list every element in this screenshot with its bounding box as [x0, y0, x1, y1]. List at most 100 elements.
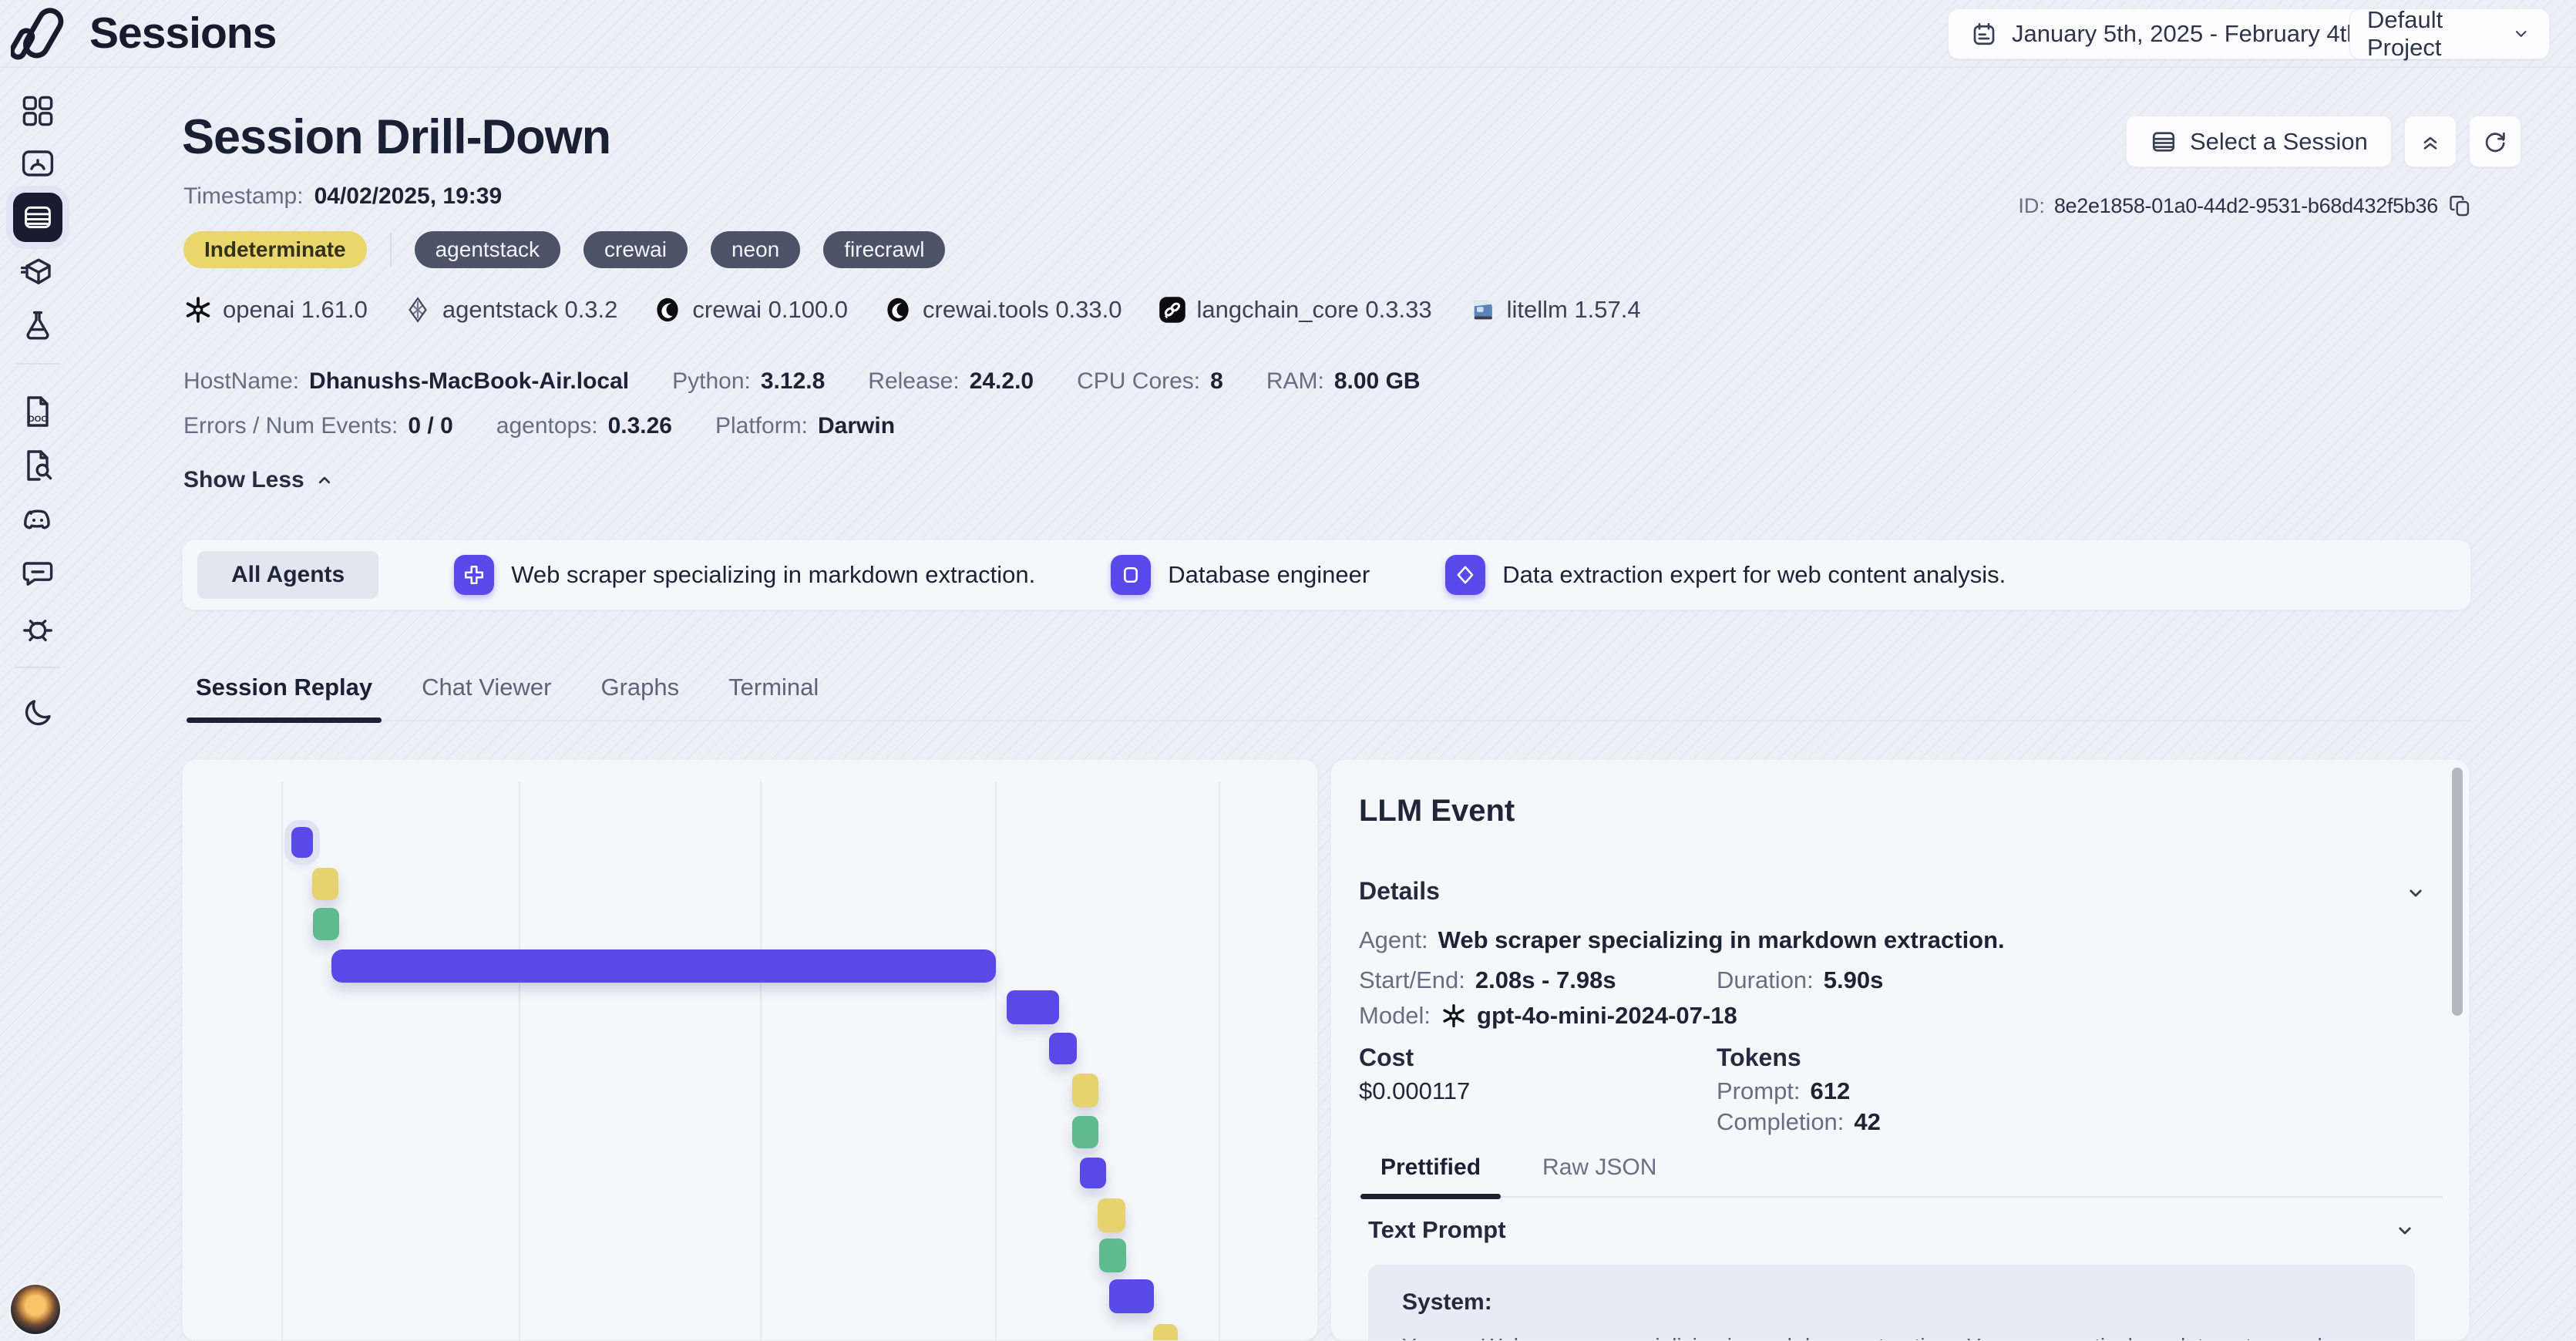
tag-divider	[389, 233, 392, 267]
package-item: litellm 1.57.4	[1468, 295, 1641, 324]
sidebar-item-packages[interactable]	[19, 253, 56, 290]
host-kv: Python: 3.12.8	[672, 368, 826, 394]
session-replay-chart	[182, 759, 1318, 1341]
sidebar-divider	[15, 363, 60, 365]
dashboard-grid-icon	[22, 96, 53, 126]
chat-icon	[22, 562, 53, 586]
replay-event-bar[interactable]	[1049, 1033, 1077, 1064]
collapse-button[interactable]	[2403, 116, 2457, 167]
chevron-down-icon	[2516, 31, 2527, 37]
panel-scrollbar[interactable]	[2452, 768, 2463, 1016]
agents-bar: All Agents Web scraper specializing in m…	[182, 539, 2471, 610]
replay-event-bar[interactable]	[1153, 1324, 1178, 1340]
select-session-button[interactable]: Select a Session	[2126, 116, 2392, 167]
project-select[interactable]: Default Project	[2349, 6, 2550, 61]
sidebar-item-logs[interactable]	[19, 447, 56, 484]
top-bar: Sessions January 5th, 2025 - February 4t…	[0, 0, 2576, 68]
tag-pill[interactable]: crewai	[583, 231, 688, 268]
agent-label: Data extraction expert for web content a…	[1502, 561, 2006, 588]
tag-pill[interactable]: agentstack	[414, 231, 561, 268]
gauge-icon	[22, 150, 54, 176]
duration-label: Duration:	[1717, 966, 1814, 993]
package-text: openai 1.61.0	[223, 296, 368, 323]
copy-id-button[interactable]	[2447, 193, 2473, 219]
agent-filter-item[interactable]: Data extraction expert for web content a…	[1445, 555, 2006, 595]
sidebar-item-discord[interactable]	[19, 502, 56, 539]
text-prompt-collapse-chevron-icon[interactable]	[2393, 1219, 2416, 1242]
package-text: langchain_core 0.3.33	[1196, 296, 1432, 323]
prompt-tokens-value: 612	[1810, 1077, 1851, 1104]
calendar-icon	[1973, 22, 1995, 45]
replay-event-bar[interactable]	[1072, 1116, 1098, 1148]
refresh-button[interactable]	[2468, 116, 2521, 167]
replay-event-bar[interactable]	[1099, 1238, 1126, 1272]
timestamp-value: 04/02/2025, 19:39	[314, 183, 503, 209]
details-collapse-chevron-icon[interactable]	[2404, 882, 2427, 905]
sidebar-item-dashboard[interactable]	[19, 92, 56, 129]
sidebar-divider	[15, 667, 60, 668]
system-label: System:	[1402, 1289, 1492, 1315]
package-icon	[20, 258, 51, 284]
agent-filter-item[interactable]: Database engineer	[1111, 555, 1370, 595]
dark-mode-toggle[interactable]	[19, 694, 56, 731]
tab-graphs[interactable]: Graphs	[600, 674, 680, 701]
sidebar-item-docs[interactable]: DOC	[19, 393, 56, 430]
doc-file-icon: DOC	[27, 396, 49, 427]
package-text: crewai 0.100.0	[692, 296, 849, 323]
sidebar-item-overview[interactable]	[19, 145, 56, 182]
tag-pill[interactable]: neon	[710, 231, 801, 268]
view-tab-prettified[interactable]: Prettified	[1360, 1154, 1502, 1199]
tab-terminal[interactable]: Terminal	[728, 674, 819, 701]
replay-event-bar[interactable]	[1098, 1198, 1125, 1232]
start-end-label: Start/End:	[1359, 966, 1465, 993]
session-id-label: ID:	[2018, 193, 2045, 217]
package-row: openai 1.61.0 agentstack 0.3.2 crewai 0.10…	[183, 295, 1641, 324]
model-value: gpt-4o-mini-2024-07-18	[1477, 1002, 1737, 1029]
prompt-tokens-row: Prompt: 612	[1717, 1077, 1850, 1105]
host-kv: HostName: Dhanushs-MacBook-Air.local	[183, 368, 630, 394]
replay-event-bar[interactable]	[313, 908, 339, 940]
completion-tokens-label: Completion:	[1717, 1108, 1845, 1135]
replay-event-bar[interactable]	[331, 949, 996, 983]
host-kv: Platform: Darwin	[715, 413, 896, 439]
show-less-toggle[interactable]: Show Less	[183, 467, 335, 493]
bug-icon	[23, 620, 52, 642]
system-prompt-box: System: You are Web scraper specializing…	[1368, 1265, 2415, 1340]
agent-row: Agent: Web scraper specializing in markd…	[1359, 926, 2005, 954]
sidebar-item-sessions[interactable]	[13, 193, 62, 242]
replay-event-bar[interactable]	[1109, 1279, 1154, 1313]
crewai-icon	[653, 295, 682, 324]
sidebar-item-bug-report[interactable]	[19, 610, 56, 647]
sidebar-item-evals[interactable]	[19, 307, 56, 344]
completion-tokens-row: Completion: 42	[1717, 1108, 1881, 1136]
grid-line	[1219, 781, 1220, 1340]
langchain-icon	[1158, 295, 1187, 324]
tab-chat-viewer[interactable]: Chat Viewer	[422, 674, 552, 701]
replay-event-bar[interactable]	[291, 827, 313, 858]
agentstack-icon	[403, 295, 432, 324]
replay-event-bar[interactable]	[1080, 1158, 1106, 1188]
host-kv: RAM: 8.00 GB	[1266, 368, 1421, 394]
tag-pill[interactable]: firecrawl	[823, 231, 946, 268]
host-kv: Release: 24.2.0	[868, 368, 1034, 394]
all-agents-button[interactable]: All Agents	[197, 551, 379, 599]
start-end-row: Start/End: 2.08s - 7.98s	[1359, 966, 1616, 994]
grid-line	[281, 781, 283, 1340]
host-kv: Errors / Num Events: 0 / 0	[183, 413, 453, 439]
replay-event-bar[interactable]	[312, 868, 338, 900]
replay-event-bar[interactable]	[1007, 990, 1059, 1024]
copy-icon	[2450, 196, 2470, 217]
package-item: crewai.tools 0.33.0	[883, 295, 1122, 324]
svg-text:DOC: DOC	[29, 415, 48, 424]
duration-row: Duration: 5.90s	[1717, 966, 1883, 994]
agent-filter-item[interactable]: Web scraper specializing in markdown ext…	[454, 555, 1035, 595]
model-label: Model:	[1359, 1002, 1431, 1029]
agent-value: Web scraper specializing in markdown ext…	[1438, 926, 2005, 953]
sidebar-item-feedback[interactable]	[19, 555, 56, 592]
tab-session-replay[interactable]: Session Replay	[186, 674, 382, 723]
view-tab-raw-json[interactable]: Raw JSON	[1542, 1154, 1657, 1180]
replay-event-bar[interactable]	[1072, 1074, 1098, 1107]
package-text: agentstack 0.3.2	[442, 296, 618, 323]
status-badge: Indeterminate	[183, 231, 367, 268]
user-avatar[interactable]	[11, 1285, 60, 1334]
